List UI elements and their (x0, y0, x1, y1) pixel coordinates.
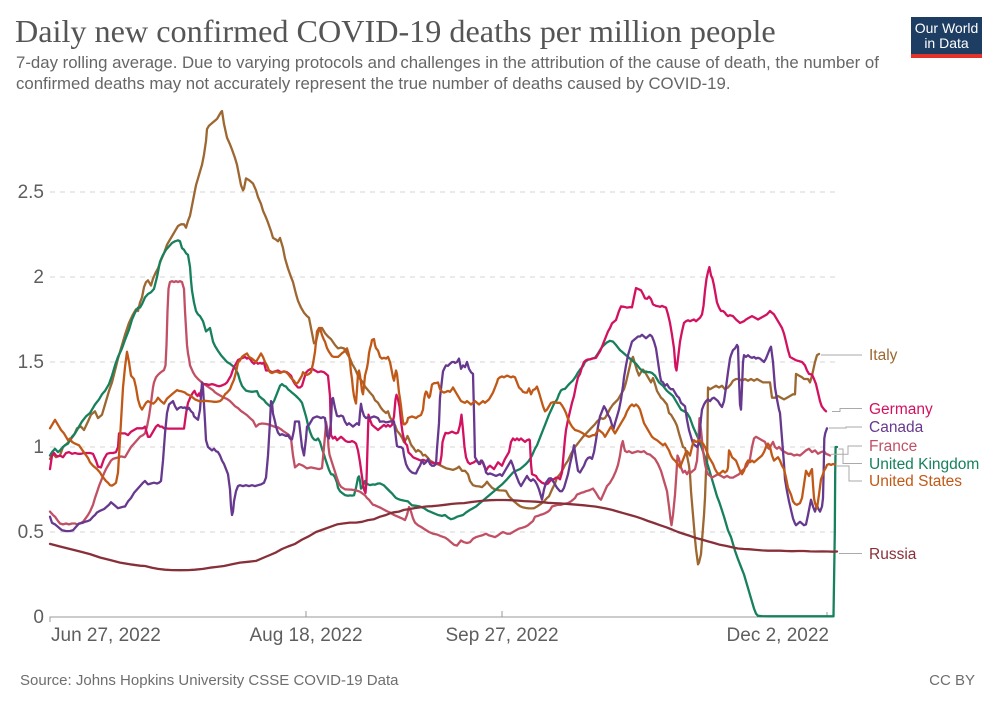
svg-text:Russia: Russia (869, 546, 917, 563)
svg-text:France: France (869, 438, 917, 455)
svg-text:Aug 18, 2022: Aug 18, 2022 (249, 625, 362, 646)
svg-text:United States: United States (869, 473, 962, 490)
svg-text:Germany: Germany (869, 401, 933, 418)
svg-text:United Kingdom: United Kingdom (869, 456, 979, 473)
svg-text:Canada: Canada (869, 419, 924, 436)
svg-text:2.5: 2.5 (18, 182, 44, 203)
svg-text:Jun 27, 2022: Jun 27, 2022 (51, 625, 161, 646)
svg-text:2: 2 (33, 267, 44, 288)
svg-text:0.5: 0.5 (18, 522, 44, 543)
svg-text:Dec 2, 2022: Dec 2, 2022 (727, 625, 829, 646)
svg-text:1: 1 (33, 437, 44, 458)
svg-text:0: 0 (33, 607, 44, 628)
svg-text:1.5: 1.5 (18, 352, 44, 373)
svg-text:Sep 27, 2022: Sep 27, 2022 (445, 625, 558, 646)
svg-text:Italy: Italy (869, 347, 898, 364)
